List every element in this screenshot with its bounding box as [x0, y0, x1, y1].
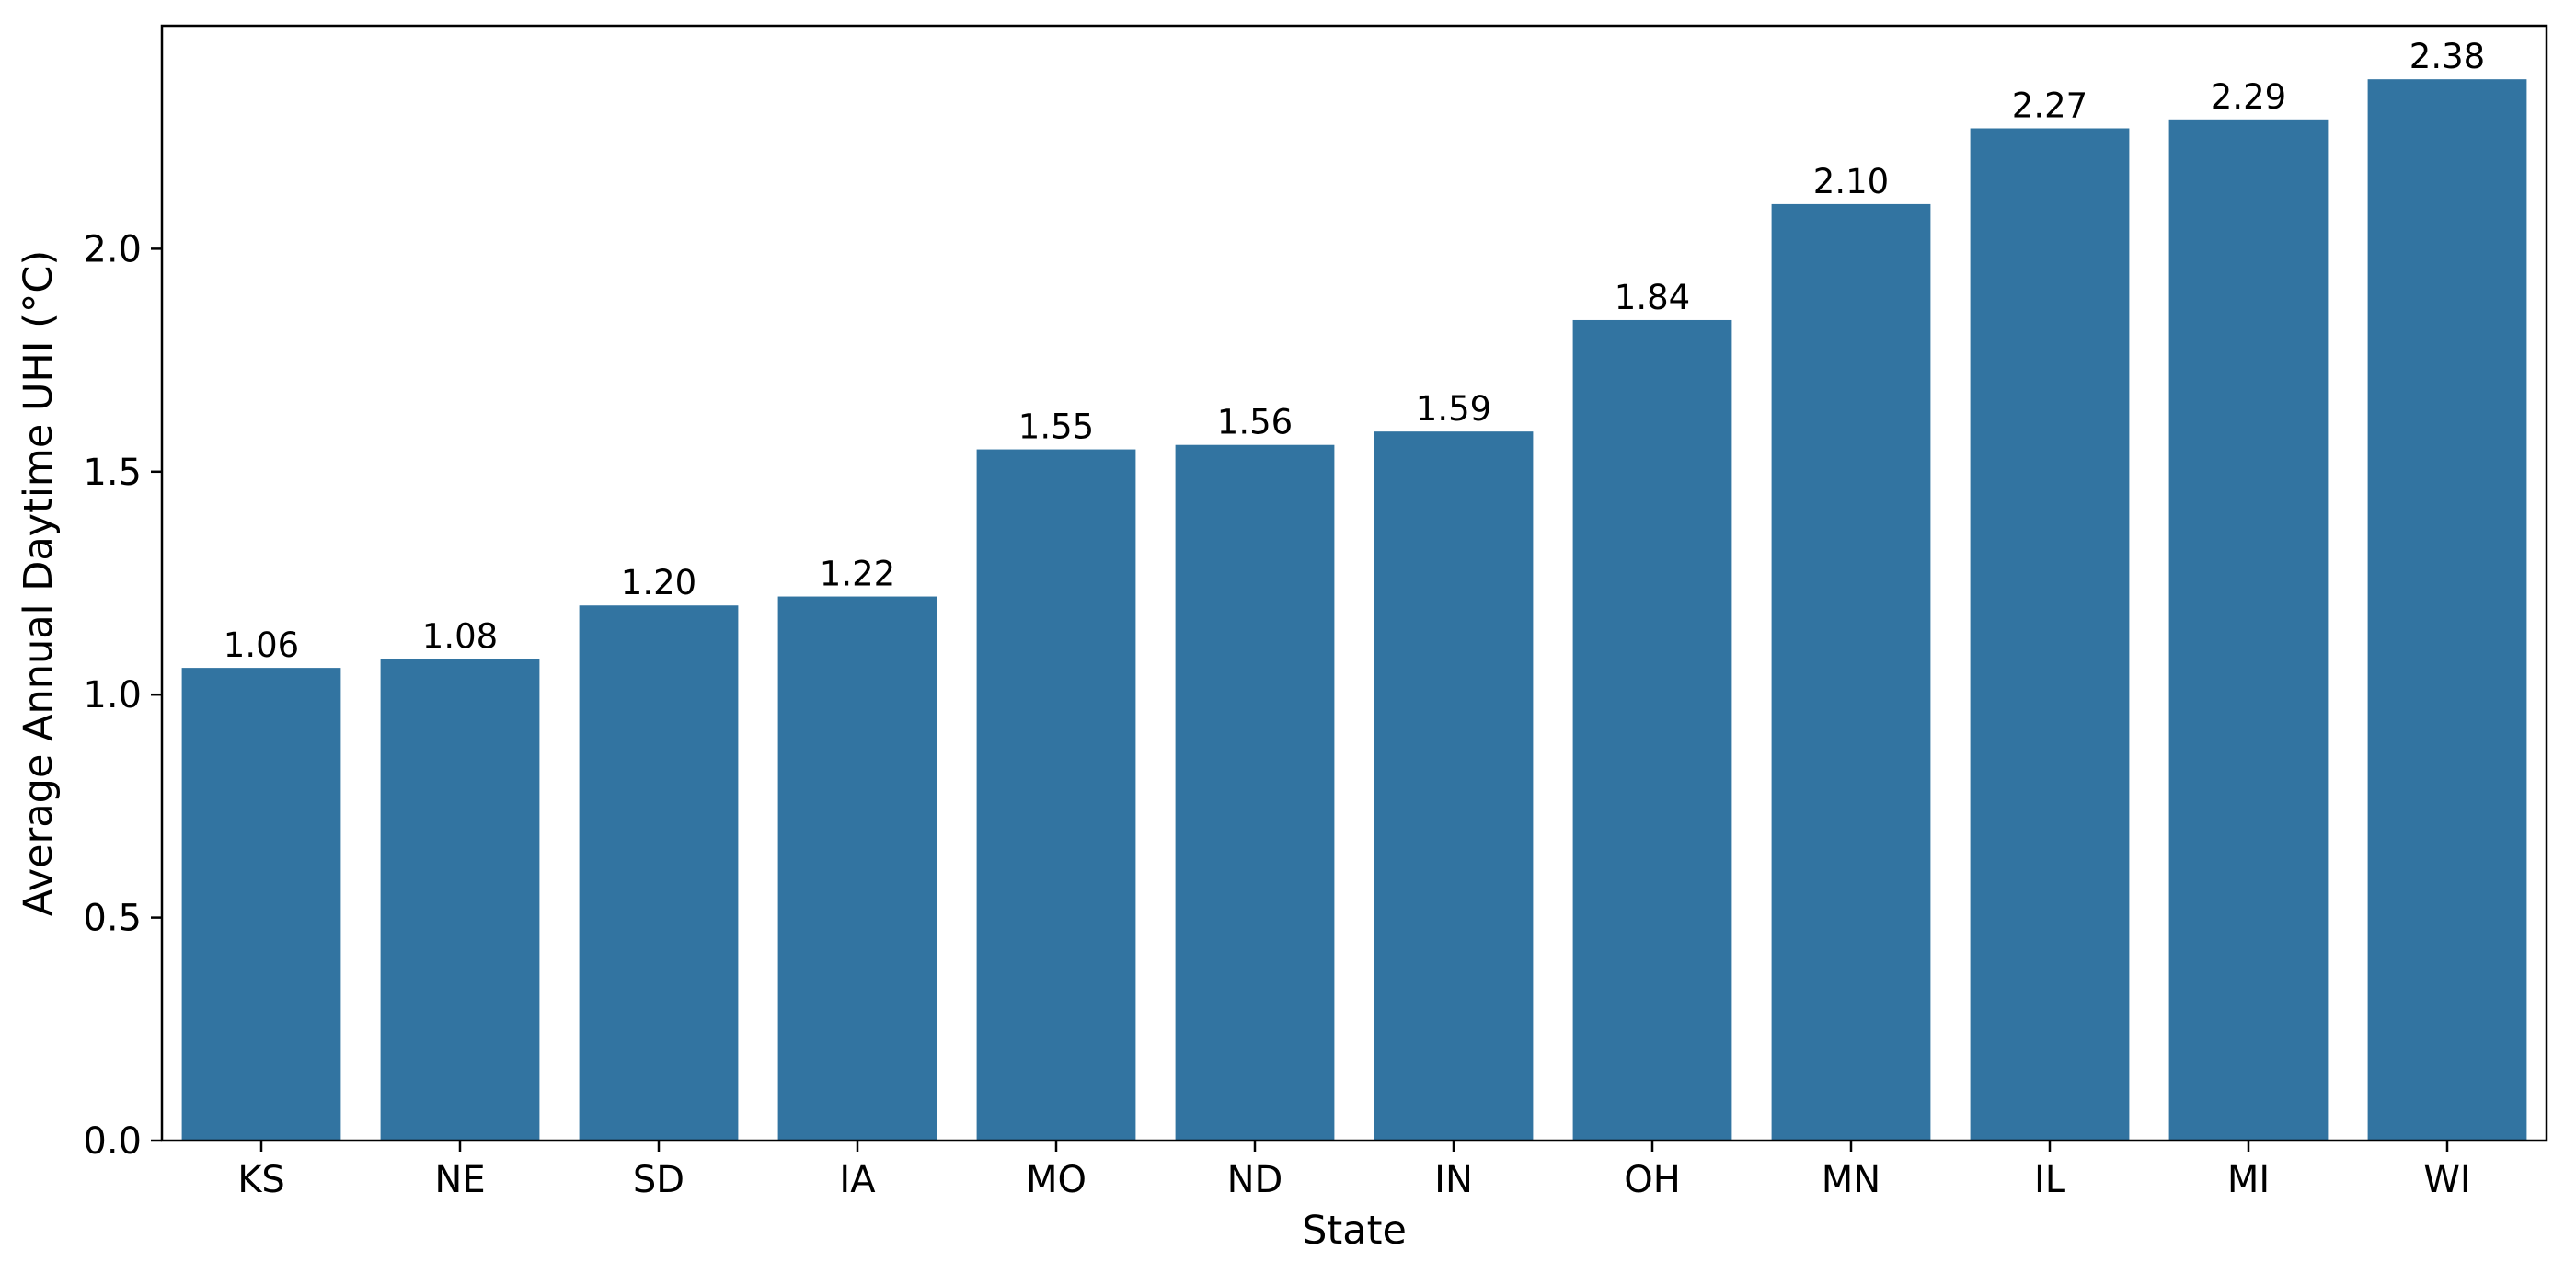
bar-value-label: 2.29 — [2211, 77, 2286, 117]
x-tick-label: MO — [1026, 1159, 1087, 1201]
value-labels-group: 1.06 1.08 1.20 1.22 1.55 1.56 1.59 1.84 2.10 2.27… — [224, 37, 2485, 665]
y-axis: 0.0 0.5 1.0 1.5 2.0 — [83, 228, 162, 1163]
bar-value-label: 1.22 — [820, 555, 895, 594]
x-tick-label: KS — [237, 1159, 285, 1201]
x-axis-title: State — [1302, 1208, 1407, 1254]
y-tick-label: 1.5 — [83, 452, 142, 494]
plot-frame — [160, 24, 2548, 1142]
bar-value-label: 1.55 — [1018, 407, 1094, 447]
bar-value-label: 1.59 — [1416, 389, 1491, 429]
bar-sd — [579, 605, 739, 1141]
y-tick-label: 0.0 — [83, 1120, 142, 1163]
bar-value-label: 2.10 — [1813, 162, 1889, 201]
bar-value-label: 1.84 — [1615, 278, 1690, 317]
bar-wi — [2367, 79, 2527, 1141]
bar-value-label: 1.06 — [224, 625, 299, 665]
bar-ks — [181, 668, 341, 1141]
bar-mo — [976, 449, 1136, 1141]
bar-oh — [1572, 319, 1732, 1141]
bar-il — [1970, 128, 2130, 1141]
bar-value-label: 1.56 — [1217, 403, 1293, 442]
bar-ia — [777, 596, 937, 1141]
x-tick-label: OH — [1624, 1159, 1681, 1201]
x-tick-label: SD — [633, 1159, 684, 1201]
y-axis-title: Average Annual Daytime UHI (°C) — [16, 250, 62, 916]
bar-ne — [380, 659, 540, 1141]
bar-nd — [1175, 444, 1335, 1141]
bar-value-label: 1.08 — [422, 616, 498, 656]
x-tick-label: IL — [2034, 1159, 2066, 1201]
x-tick-label: NE — [434, 1159, 485, 1201]
y-tick-label: 0.5 — [83, 898, 142, 940]
x-tick-label: IN — [1434, 1159, 1473, 1201]
x-tick-label: IA — [839, 1159, 876, 1201]
bar-in — [1374, 431, 1534, 1141]
bar-value-label: 2.38 — [2409, 37, 2485, 76]
x-tick-label: MN — [1822, 1159, 1880, 1201]
y-tick-label: 1.0 — [83, 674, 142, 717]
bars-group — [181, 79, 2527, 1141]
x-axis: KS NE SD IA MO ND IN OH MN IL MI WI — [237, 1141, 2471, 1201]
bar-mn — [1771, 203, 1931, 1141]
x-tick-label: ND — [1227, 1159, 1283, 1201]
x-tick-label: MI — [2227, 1159, 2270, 1201]
bar-value-label: 1.20 — [621, 563, 696, 602]
x-tick-label: WI — [2423, 1159, 2470, 1201]
bar-mi — [2168, 119, 2329, 1141]
y-tick-label: 2.0 — [83, 228, 142, 270]
bar-value-label: 2.27 — [2012, 86, 2087, 126]
